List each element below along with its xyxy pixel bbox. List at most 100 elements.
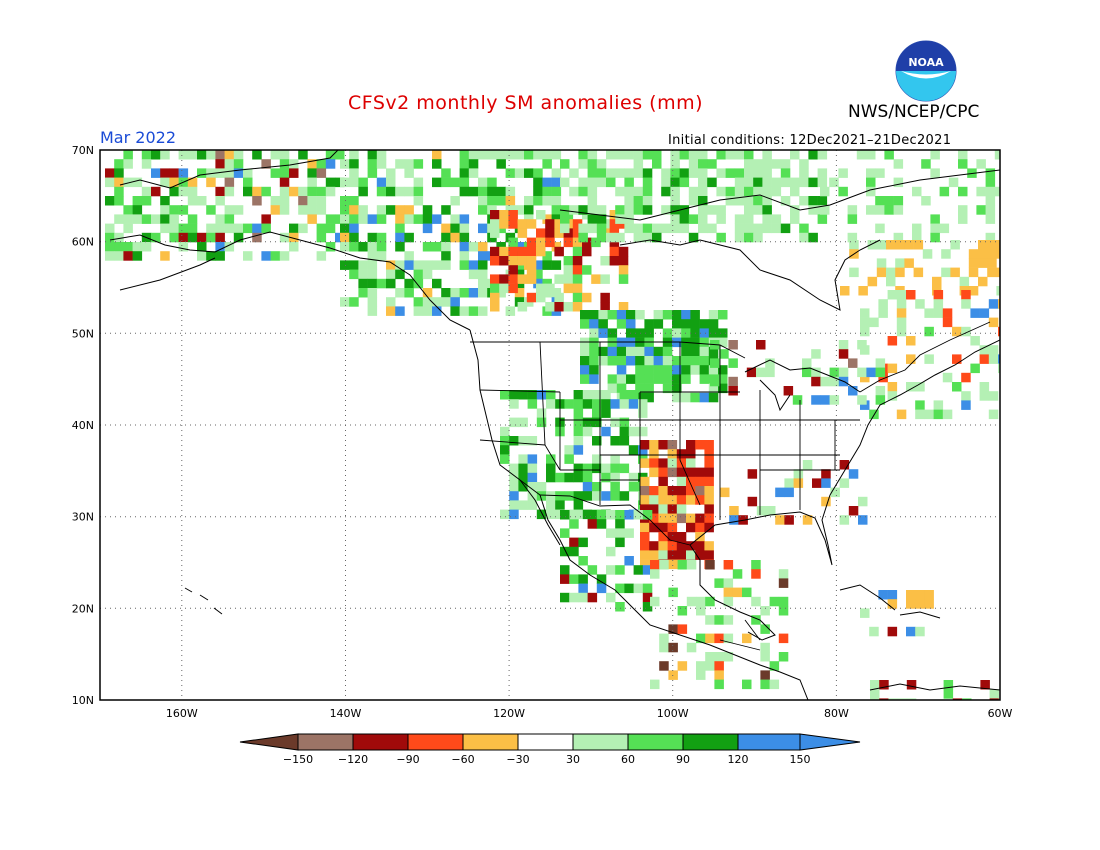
- anomaly-cell: [564, 454, 574, 464]
- anomaly-cell: [224, 150, 235, 160]
- anomaly-cell: [598, 319, 608, 329]
- anomaly-cell: [601, 463, 611, 474]
- anomaly-cell: [114, 232, 124, 243]
- anomaly-cell: [838, 168, 848, 178]
- anomaly-cell: [756, 340, 766, 350]
- anomaly-cell: [751, 615, 761, 625]
- anomaly-cell: [887, 290, 898, 300]
- anomaly-cell: [896, 308, 907, 318]
- anomaly-cell: [644, 374, 654, 384]
- anomaly-cell: [582, 417, 593, 428]
- anomaly-cell: [866, 205, 876, 215]
- anomaly-cell: [649, 440, 659, 450]
- anomaly-cell: [233, 159, 244, 169]
- anomaly-cell: [596, 177, 607, 188]
- anomaly-cell: [875, 367, 886, 378]
- anomaly-cell: [123, 251, 133, 261]
- anomaly-cell: [573, 408, 584, 418]
- anomaly-cell: [187, 150, 198, 160]
- anomaly-cell: [114, 214, 124, 224]
- anomaly-cell: [500, 390, 510, 400]
- anomaly-cell: [716, 205, 726, 215]
- anomaly-cell: [546, 472, 556, 483]
- anomaly-cell: [490, 302, 500, 312]
- anomaly-cell: [760, 679, 770, 690]
- anomaly-cell: [658, 550, 668, 560]
- anomaly-cell: [572, 237, 583, 248]
- anomaly-cell: [533, 168, 543, 178]
- anomaly-cell: [560, 223, 570, 234]
- anomaly-cell: [187, 186, 198, 197]
- anomaly-cell: [478, 150, 488, 160]
- anomaly-cell: [526, 256, 537, 266]
- anomaly-cell: [536, 246, 546, 257]
- anomaly-cell: [698, 150, 708, 160]
- anomaly-cell: [132, 205, 143, 215]
- anomaly-cell: [633, 510, 644, 520]
- anomaly-cell: [578, 150, 588, 160]
- anomaly-cell: [633, 223, 644, 234]
- anomaly-cell: [518, 454, 528, 464]
- anomaly-cell: [626, 356, 636, 366]
- anomaly-cell: [672, 356, 682, 366]
- anomaly-cell: [747, 496, 758, 507]
- anomaly-cell: [413, 177, 424, 188]
- anomaly-cell: [490, 228, 500, 238]
- anomaly-cell: [563, 265, 574, 275]
- anomaly-cell: [705, 596, 715, 607]
- anomaly-cell: [618, 265, 629, 275]
- anomaly-cell: [141, 186, 152, 197]
- anomaly-cell: [569, 546, 579, 557]
- anomaly-cell: [699, 356, 710, 366]
- anomaly-cell: [817, 168, 828, 178]
- anomaly-cell: [573, 491, 584, 501]
- anomaly-cell: [536, 228, 546, 238]
- anomaly-cell: [526, 246, 537, 257]
- anomaly-cell: [422, 214, 433, 224]
- anomaly-cell: [468, 260, 479, 270]
- anomaly-cell: [808, 177, 818, 188]
- anomaly-cell: [793, 478, 804, 488]
- anomaly-cell: [962, 698, 972, 700]
- anomaly-cell: [887, 391, 898, 401]
- anomaly-cell: [367, 269, 378, 280]
- anomaly-cell: [589, 319, 599, 329]
- anomaly-cell: [679, 223, 690, 234]
- anomaly-cell: [487, 177, 497, 188]
- anomaly-cell: [298, 196, 308, 206]
- anomaly-cell: [441, 177, 451, 188]
- anomaly-cell: [441, 168, 451, 178]
- anomaly-cell: [649, 550, 659, 560]
- anomaly-cell: [681, 392, 691, 403]
- anomaly-cell: [596, 205, 607, 215]
- anomaly-cell: [358, 278, 368, 289]
- anomaly-cell: [422, 306, 433, 316]
- anomaly-cell: [716, 232, 726, 243]
- forecast-period: Mar 2022: [100, 128, 176, 147]
- anomaly-cell: [642, 602, 653, 612]
- anomaly-cell: [578, 574, 588, 584]
- anomaly-cell: [536, 482, 547, 492]
- anomaly-cell: [998, 363, 1000, 374]
- anomaly-cell: [714, 633, 724, 644]
- anomaly-cell: [725, 168, 736, 178]
- anomaly-cell: [598, 328, 608, 338]
- anomaly-cell: [633, 205, 644, 215]
- anomaly-cell: [924, 308, 934, 318]
- anomaly-cell: [367, 288, 378, 298]
- anomaly-cell: [912, 232, 922, 243]
- anomaly-cell: [942, 372, 953, 383]
- anomaly-cell: [490, 219, 500, 229]
- anomaly-cell: [499, 274, 509, 284]
- anomaly-cell: [904, 240, 914, 250]
- anomaly-cell: [640, 559, 650, 570]
- anomaly-cell: [592, 482, 602, 492]
- anomaly-cell: [589, 346, 599, 357]
- anomaly-cell: [933, 299, 944, 309]
- anomaly-cell: [545, 237, 555, 248]
- anomaly-cell: [870, 698, 880, 700]
- anomaly-cell: [716, 150, 726, 160]
- anomaly-cell: [679, 205, 690, 215]
- anomaly-cell: [386, 260, 396, 270]
- anomaly-cell: [619, 417, 630, 428]
